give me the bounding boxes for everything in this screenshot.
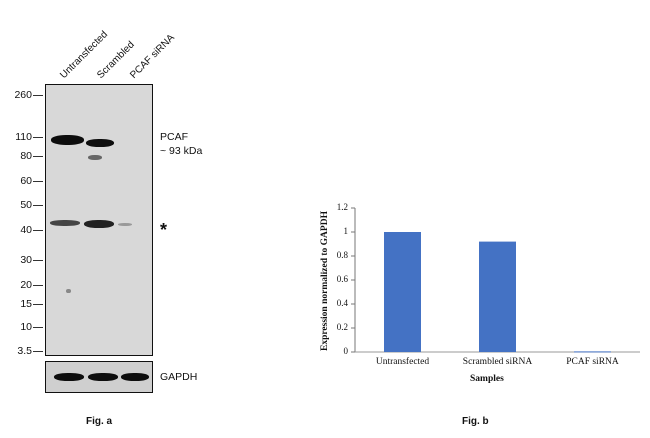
y-tick-label: 0.8 bbox=[336, 250, 348, 260]
mw-tick bbox=[33, 137, 43, 138]
mw-tick bbox=[33, 205, 43, 206]
y-tick-label: 0.2 bbox=[336, 322, 348, 332]
mw-marker-50: 50 bbox=[20, 199, 32, 211]
mw-tick bbox=[33, 285, 43, 286]
fig-b-caption: Fig. b bbox=[462, 416, 489, 427]
mw-tick bbox=[33, 181, 43, 182]
x-category-label: Untransfected bbox=[375, 357, 430, 367]
mw-marker-3-5: 3.5 bbox=[17, 345, 32, 357]
mw-tick bbox=[33, 260, 43, 261]
mw-marker-80: 80 bbox=[20, 150, 32, 162]
gapdh-band-scrambled bbox=[88, 373, 118, 381]
mw-marker-15: 15 bbox=[20, 298, 32, 310]
mw-marker-110: 110 bbox=[15, 131, 32, 143]
mw-tick bbox=[33, 327, 43, 328]
x-category-label: Scrambled siRNA bbox=[462, 357, 533, 367]
mw-marker-30: 30 bbox=[20, 254, 32, 266]
pcaf-band-label: PCAF bbox=[160, 131, 189, 143]
bar-scrambled-sirna bbox=[479, 241, 516, 352]
y-tick-label: 0 bbox=[343, 346, 349, 356]
mw-tick bbox=[33, 156, 43, 157]
smear-mark bbox=[66, 289, 71, 293]
gapdh-band-sirna bbox=[121, 373, 149, 381]
nonspecific-band-untransfected bbox=[50, 220, 80, 226]
faint-band-80 bbox=[88, 155, 102, 160]
mw-marker-60: 60 bbox=[20, 175, 32, 187]
pcaf-band-scrambled bbox=[86, 139, 114, 147]
mw-tick bbox=[33, 95, 43, 96]
gapdh-membrane bbox=[45, 361, 153, 393]
mw-tick bbox=[33, 304, 43, 305]
nonspecific-asterisk: * bbox=[160, 220, 168, 240]
y-tick-label: 0.4 bbox=[336, 298, 348, 308]
nonspecific-band-scrambled bbox=[84, 220, 114, 228]
x-axis-label: Samples bbox=[470, 374, 504, 384]
mw-marker-40: 40 bbox=[20, 224, 32, 236]
fig-a-caption: Fig. a bbox=[86, 416, 113, 427]
y-tick-label: 1 bbox=[343, 226, 349, 236]
mw-tick bbox=[33, 230, 43, 231]
x-category-label: PCAF siRNA bbox=[566, 357, 619, 367]
bar-untransfected bbox=[384, 232, 421, 352]
mw-marker-260: 260 bbox=[14, 89, 32, 101]
pcaf-size-label: ~ 93 kDa bbox=[160, 145, 203, 157]
pcaf-band-untransfected bbox=[51, 135, 84, 145]
y-tick-label: 1.2 bbox=[336, 202, 348, 212]
nonspecific-band-sirna bbox=[118, 223, 132, 226]
gapdh-band-untransfected bbox=[54, 373, 84, 381]
mw-tick bbox=[33, 351, 43, 352]
bar-pcaf-sirna bbox=[574, 351, 611, 353]
blot-membrane bbox=[45, 84, 153, 356]
mw-marker-20: 20 bbox=[20, 279, 32, 291]
y-tick-label: 0.6 bbox=[336, 274, 348, 284]
gapdh-label: GAPDH bbox=[160, 371, 198, 383]
mw-marker-10: 10 bbox=[20, 321, 32, 333]
